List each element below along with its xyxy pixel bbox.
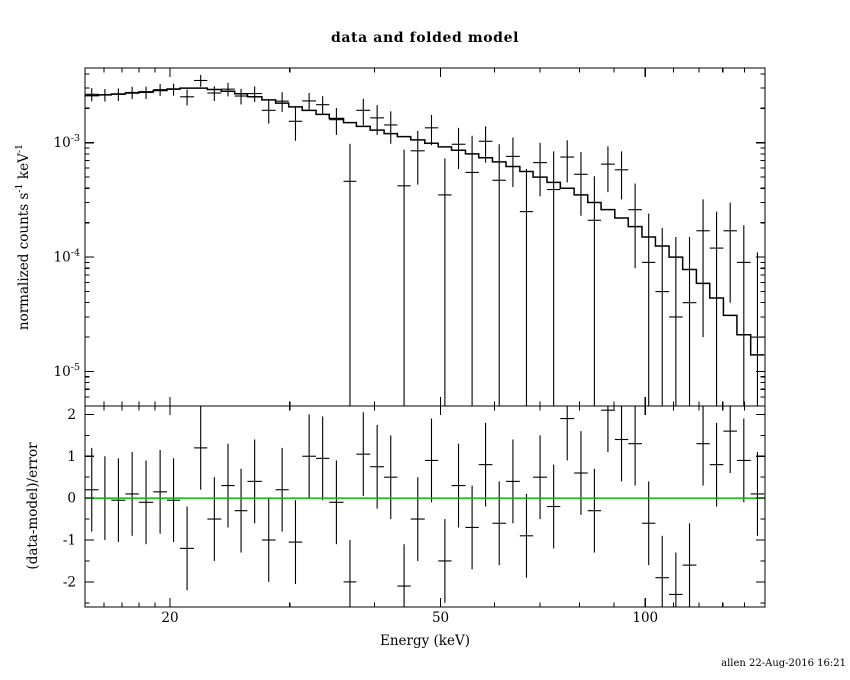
svg-text:0: 0 bbox=[67, 491, 76, 507]
y-axis-label-spectrum: normalized counts s-1 keV-1 bbox=[14, 144, 32, 330]
svg-text:2: 2 bbox=[67, 407, 76, 423]
y-axis-label-residuals: (data-model)/error bbox=[25, 442, 41, 570]
axis-tick-labels: 20 50 100 10-5 10-4 10-3 -2 -1 0 1 2 bbox=[54, 133, 659, 626]
svg-text:10-5: 10-5 bbox=[54, 362, 80, 380]
timestamp: allen 22-Aug-2016 16:21 bbox=[721, 658, 846, 669]
panel-frames bbox=[84, 67, 766, 608]
x-axis-label: Energy (keV) bbox=[380, 633, 470, 649]
svg-text:-1: -1 bbox=[63, 533, 76, 549]
svg-text:-2: -2 bbox=[63, 574, 76, 590]
svg-text:10-4: 10-4 bbox=[54, 248, 80, 266]
svg-text:20: 20 bbox=[161, 610, 178, 626]
svg-text:50: 50 bbox=[432, 610, 449, 626]
axis-ticks bbox=[85, 68, 766, 607]
model-step-line bbox=[85, 87, 765, 356]
svg-text:100: 100 bbox=[632, 610, 658, 626]
svg-text:10-3: 10-3 bbox=[54, 133, 80, 151]
plot-title: data and folded model bbox=[331, 30, 519, 46]
residual-errorbars bbox=[85, 406, 765, 607]
data-errorbars bbox=[85, 74, 765, 406]
svg-text:1: 1 bbox=[67, 449, 76, 465]
